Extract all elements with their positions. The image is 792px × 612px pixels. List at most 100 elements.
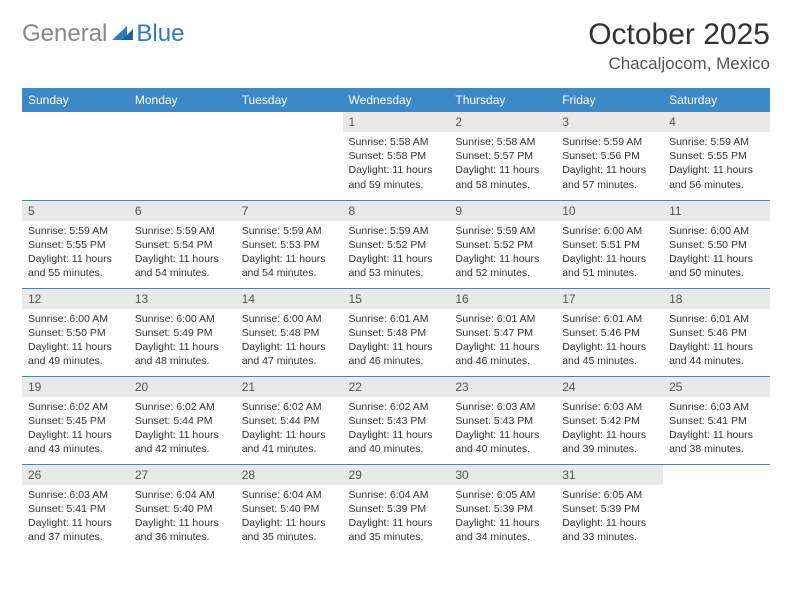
day-details: Sunrise: 6:00 AMSunset: 5:50 PMDaylight:… xyxy=(663,221,770,285)
calendar-day-cell: 31Sunrise: 6:05 AMSunset: 5:39 PMDayligh… xyxy=(556,464,663,552)
day-details: Sunrise: 6:05 AMSunset: 5:39 PMDaylight:… xyxy=(556,485,663,549)
day-details: Sunrise: 6:00 AMSunset: 5:51 PMDaylight:… xyxy=(556,221,663,285)
header: General Blue October 2025 Chacaljocom, M… xyxy=(22,18,770,74)
day-details: Sunrise: 6:00 AMSunset: 5:49 PMDaylight:… xyxy=(129,309,236,373)
weekday-header: Saturday xyxy=(663,88,770,112)
day-number: 16 xyxy=(449,289,556,309)
day-details: Sunrise: 6:04 AMSunset: 5:40 PMDaylight:… xyxy=(236,485,343,549)
calendar-day-cell: 16Sunrise: 6:01 AMSunset: 5:47 PMDayligh… xyxy=(449,288,556,376)
day-number: 31 xyxy=(556,465,663,485)
day-details: Sunrise: 6:01 AMSunset: 5:46 PMDaylight:… xyxy=(663,309,770,373)
day-number: 22 xyxy=(343,377,450,397)
calendar-day-cell: 15Sunrise: 6:01 AMSunset: 5:48 PMDayligh… xyxy=(343,288,450,376)
day-details: Sunrise: 6:03 AMSunset: 5:43 PMDaylight:… xyxy=(449,397,556,461)
calendar-day-cell: 18Sunrise: 6:01 AMSunset: 5:46 PMDayligh… xyxy=(663,288,770,376)
day-number: 21 xyxy=(236,377,343,397)
day-details: Sunrise: 5:58 AMSunset: 5:58 PMDaylight:… xyxy=(343,132,450,196)
day-number: 2 xyxy=(449,112,556,132)
weekday-header: Friday xyxy=(556,88,663,112)
day-number: 19 xyxy=(22,377,129,397)
calendar-day-cell: 9Sunrise: 5:59 AMSunset: 5:52 PMDaylight… xyxy=(449,200,556,288)
calendar-day-cell: 23Sunrise: 6:03 AMSunset: 5:43 PMDayligh… xyxy=(449,376,556,464)
weekday-header-row: Sunday Monday Tuesday Wednesday Thursday… xyxy=(22,88,770,112)
calendar-day-cell xyxy=(663,464,770,552)
calendar-day-cell: 5Sunrise: 5:59 AMSunset: 5:55 PMDaylight… xyxy=(22,200,129,288)
calendar-day-cell: 8Sunrise: 5:59 AMSunset: 5:52 PMDaylight… xyxy=(343,200,450,288)
day-number: 8 xyxy=(343,201,450,221)
day-details: Sunrise: 6:02 AMSunset: 5:43 PMDaylight:… xyxy=(343,397,450,461)
day-details: Sunrise: 5:59 AMSunset: 5:55 PMDaylight:… xyxy=(663,132,770,196)
day-details: Sunrise: 6:01 AMSunset: 5:46 PMDaylight:… xyxy=(556,309,663,373)
day-number: 1 xyxy=(343,112,450,132)
month-title: October 2025 xyxy=(588,18,770,52)
calendar-day-cell xyxy=(22,112,129,200)
calendar-day-cell: 12Sunrise: 6:00 AMSunset: 5:50 PMDayligh… xyxy=(22,288,129,376)
logo-text-left: General xyxy=(22,20,107,48)
day-number: 24 xyxy=(556,377,663,397)
day-number: 30 xyxy=(449,465,556,485)
day-number: 28 xyxy=(236,465,343,485)
title-block: October 2025 Chacaljocom, Mexico xyxy=(588,18,770,74)
day-number: 5 xyxy=(22,201,129,221)
day-number: 27 xyxy=(129,465,236,485)
location: Chacaljocom, Mexico xyxy=(588,54,770,74)
day-number xyxy=(236,112,343,132)
calendar-week-row: 19Sunrise: 6:02 AMSunset: 5:45 PMDayligh… xyxy=(22,376,770,464)
calendar-day-cell: 6Sunrise: 5:59 AMSunset: 5:54 PMDaylight… xyxy=(129,200,236,288)
calendar-day-cell: 11Sunrise: 6:00 AMSunset: 5:50 PMDayligh… xyxy=(663,200,770,288)
calendar-week-row: 12Sunrise: 6:00 AMSunset: 5:50 PMDayligh… xyxy=(22,288,770,376)
day-number: 26 xyxy=(22,465,129,485)
logo: General Blue xyxy=(22,18,184,48)
calendar-day-cell: 21Sunrise: 6:02 AMSunset: 5:44 PMDayligh… xyxy=(236,376,343,464)
calendar-day-cell: 1Sunrise: 5:58 AMSunset: 5:58 PMDaylight… xyxy=(343,112,450,200)
calendar-day-cell xyxy=(129,112,236,200)
day-number: 17 xyxy=(556,289,663,309)
calendar-day-cell: 27Sunrise: 6:04 AMSunset: 5:40 PMDayligh… xyxy=(129,464,236,552)
calendar-day-cell: 14Sunrise: 6:00 AMSunset: 5:48 PMDayligh… xyxy=(236,288,343,376)
day-number: 10 xyxy=(556,201,663,221)
day-number: 25 xyxy=(663,377,770,397)
calendar-week-row: 26Sunrise: 6:03 AMSunset: 5:41 PMDayligh… xyxy=(22,464,770,552)
day-number: 9 xyxy=(449,201,556,221)
calendar-day-cell: 29Sunrise: 6:04 AMSunset: 5:39 PMDayligh… xyxy=(343,464,450,552)
day-details: Sunrise: 6:02 AMSunset: 5:45 PMDaylight:… xyxy=(22,397,129,461)
day-details: Sunrise: 6:03 AMSunset: 5:42 PMDaylight:… xyxy=(556,397,663,461)
calendar-week-row: 1Sunrise: 5:58 AMSunset: 5:58 PMDaylight… xyxy=(22,112,770,200)
day-number: 18 xyxy=(663,289,770,309)
calendar-day-cell: 13Sunrise: 6:00 AMSunset: 5:49 PMDayligh… xyxy=(129,288,236,376)
calendar-day-cell: 22Sunrise: 6:02 AMSunset: 5:43 PMDayligh… xyxy=(343,376,450,464)
day-details: Sunrise: 5:58 AMSunset: 5:57 PMDaylight:… xyxy=(449,132,556,196)
weekday-header: Thursday xyxy=(449,88,556,112)
day-number: 11 xyxy=(663,201,770,221)
day-number: 15 xyxy=(343,289,450,309)
day-details: Sunrise: 5:59 AMSunset: 5:56 PMDaylight:… xyxy=(556,132,663,196)
calendar-day-cell: 20Sunrise: 6:02 AMSunset: 5:44 PMDayligh… xyxy=(129,376,236,464)
day-number: 29 xyxy=(343,465,450,485)
calendar-day-cell: 4Sunrise: 5:59 AMSunset: 5:55 PMDaylight… xyxy=(663,112,770,200)
day-number: 20 xyxy=(129,377,236,397)
logo-mark-icon xyxy=(112,23,134,46)
day-number: 7 xyxy=(236,201,343,221)
weekday-header: Tuesday xyxy=(236,88,343,112)
weekday-header: Wednesday xyxy=(343,88,450,112)
calendar-day-cell xyxy=(236,112,343,200)
day-details: Sunrise: 6:03 AMSunset: 5:41 PMDaylight:… xyxy=(663,397,770,461)
logo-text-right: Blue xyxy=(136,20,184,48)
day-details: Sunrise: 6:04 AMSunset: 5:39 PMDaylight:… xyxy=(343,485,450,549)
day-details: Sunrise: 6:05 AMSunset: 5:39 PMDaylight:… xyxy=(449,485,556,549)
day-details: Sunrise: 6:02 AMSunset: 5:44 PMDaylight:… xyxy=(236,397,343,461)
day-details: Sunrise: 6:03 AMSunset: 5:41 PMDaylight:… xyxy=(22,485,129,549)
day-details: Sunrise: 6:01 AMSunset: 5:47 PMDaylight:… xyxy=(449,309,556,373)
calendar-day-cell: 28Sunrise: 6:04 AMSunset: 5:40 PMDayligh… xyxy=(236,464,343,552)
calendar-day-cell: 24Sunrise: 6:03 AMSunset: 5:42 PMDayligh… xyxy=(556,376,663,464)
weekday-header: Sunday xyxy=(22,88,129,112)
day-number xyxy=(663,465,770,485)
day-details: Sunrise: 5:59 AMSunset: 5:53 PMDaylight:… xyxy=(236,221,343,285)
calendar-day-cell: 3Sunrise: 5:59 AMSunset: 5:56 PMDaylight… xyxy=(556,112,663,200)
calendar-day-cell: 17Sunrise: 6:01 AMSunset: 5:46 PMDayligh… xyxy=(556,288,663,376)
day-number: 4 xyxy=(663,112,770,132)
day-number xyxy=(22,112,129,132)
calendar-day-cell: 7Sunrise: 5:59 AMSunset: 5:53 PMDaylight… xyxy=(236,200,343,288)
day-details: Sunrise: 6:00 AMSunset: 5:50 PMDaylight:… xyxy=(22,309,129,373)
day-number xyxy=(129,112,236,132)
